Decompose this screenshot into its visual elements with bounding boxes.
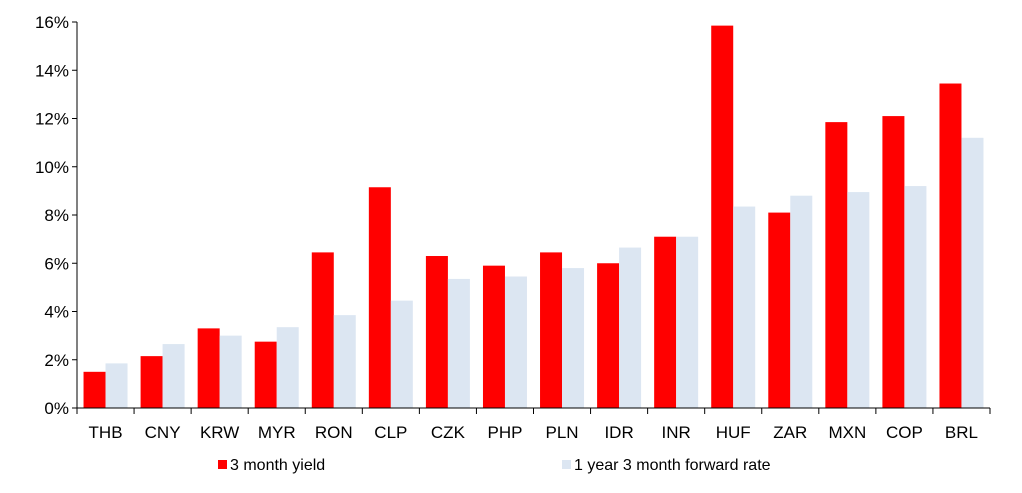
bar-forward-rate-zar [790, 195, 813, 408]
legend: 3 month yield 1 year 3 month forward rate [218, 457, 771, 474]
bar-3m-yield-php [482, 265, 505, 408]
bar-3m-yield-mxn [825, 122, 848, 409]
x-tick-label-huf: HUF [716, 423, 751, 442]
bar-3m-yield-krw [197, 328, 220, 408]
x-tick-label-cop: COP [886, 423, 923, 442]
y-tick-label: 0% [44, 399, 69, 418]
x-tick-label-krw: KRW [200, 423, 239, 442]
bar-forward-rate-ron [333, 315, 356, 408]
bars-layer [83, 25, 984, 409]
bar-3m-yield-clp [368, 187, 391, 408]
x-tick-label-mxn: MXN [828, 423, 866, 442]
bar-forward-rate-cop [904, 186, 927, 408]
bar-3m-yield-cny [140, 356, 163, 408]
x-tick-label-clp: CLP [374, 423, 407, 442]
legend-label-3m-yield: 3 month yield [230, 457, 325, 474]
bar-3m-yield-inr [654, 236, 677, 408]
y-tick-label: 4% [44, 303, 69, 322]
bar-forward-rate-mxn [847, 192, 870, 408]
x-tick-label-czk: CZK [431, 423, 466, 442]
legend-swatch-forward-rate [562, 460, 571, 469]
bar-3m-yield-pln [540, 252, 563, 408]
x-tick-label-cny: CNY [145, 423, 181, 442]
bar-3m-yield-myr [254, 341, 277, 408]
y-tick-label: 16% [35, 13, 69, 32]
bar-forward-rate-myr [276, 327, 299, 408]
x-tick-label-ron: RON [315, 423, 353, 442]
x-tick-label-inr: INR [662, 423, 691, 442]
bar-forward-rate-pln [562, 268, 585, 408]
bar-3m-yield-zar [768, 212, 791, 408]
bar-forward-rate-czk [447, 278, 470, 408]
bar-forward-rate-thb [105, 363, 128, 408]
bar-forward-rate-php [504, 276, 527, 408]
bar-3m-yield-cop [882, 116, 905, 409]
y-tick-label: 12% [35, 110, 69, 129]
y-tick-label: 14% [35, 61, 69, 80]
x-tick-label-php: PHP [487, 423, 522, 442]
bar-3m-yield-huf [711, 25, 734, 409]
y-tick-label: 10% [35, 158, 69, 177]
bar-forward-rate-clp [390, 300, 413, 408]
x-tick-label-zar: ZAR [773, 423, 807, 442]
bar-3m-yield-czk [425, 256, 448, 408]
y-tick-label: 8% [44, 206, 69, 225]
bar-3m-yield-thb [83, 371, 106, 408]
bar-3m-yield-idr [597, 263, 620, 408]
x-tick-label-myr: MYR [258, 423, 296, 442]
bar-3m-yield-ron [311, 252, 334, 408]
x-tick-label-pln: PLN [545, 423, 578, 442]
y-tick-label: 6% [44, 254, 69, 273]
bar-forward-rate-brl [961, 137, 984, 409]
legend-label-forward-rate: 1 year 3 month forward rate [574, 457, 771, 474]
bar-forward-rate-krw [219, 335, 242, 408]
x-tick-label-idr: IDR [604, 423, 633, 442]
bar-forward-rate-idr [619, 247, 642, 408]
axes-layer: 0% 2% 4% 6% 8% 10% 12% 14% 16% THB CNY KRW MYR RON CLP… [35, 13, 991, 442]
legend-swatch-3m-yield [218, 460, 227, 469]
x-tick-label-brl: BRL [945, 423, 978, 442]
bar-forward-rate-inr [676, 236, 699, 408]
bar-forward-rate-cny [162, 344, 185, 408]
bar-3m-yield-brl [939, 83, 962, 409]
y-tick-label: 2% [44, 351, 69, 370]
x-tick-label-thb: THB [89, 423, 123, 442]
bar-forward-rate-huf [733, 206, 756, 408]
